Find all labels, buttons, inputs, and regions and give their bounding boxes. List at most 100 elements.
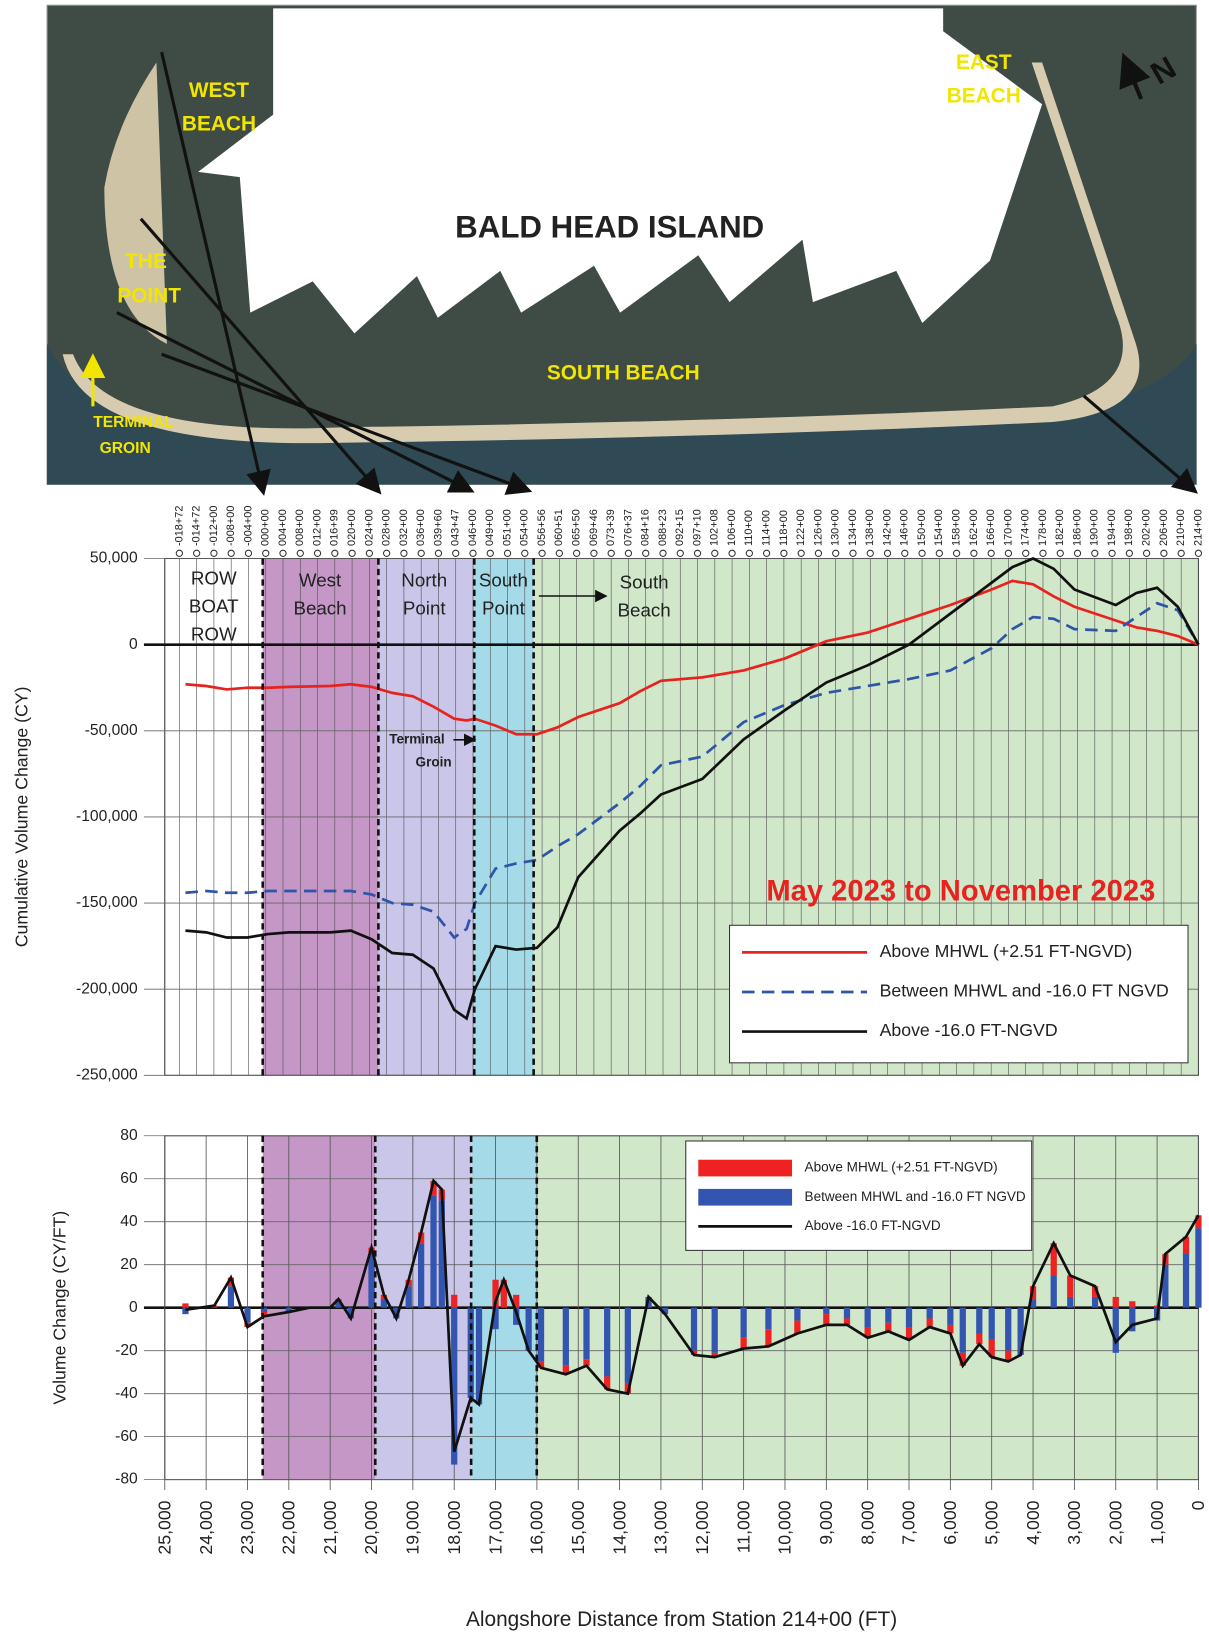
station-marker: [762, 549, 771, 557]
zone-label: BOAT: [189, 595, 239, 616]
bar: [947, 1324, 954, 1334]
x-tick-label: 21,000: [320, 1500, 340, 1554]
station-label: 130+00: [830, 509, 842, 546]
station-marker: [659, 549, 667, 557]
bar: [864, 1307, 871, 1328]
station-label: 142+00: [881, 509, 893, 546]
bar: [418, 1232, 425, 1244]
bar: [513, 1294, 520, 1308]
bar: [475, 1307, 483, 1405]
y-tick-label: -80: [115, 1471, 138, 1488]
zone-label: ROW: [191, 567, 237, 588]
x-tick-label: 25,000: [154, 1500, 174, 1554]
station-label: 182+00: [1054, 509, 1066, 546]
legend-swatch: [698, 1188, 793, 1206]
bar: [976, 1333, 983, 1345]
map: BALD HEAD ISLAND WEST BEACH THE POINT TE…: [46, 4, 1198, 496]
legend-label: Above MHWL (+2.51 FT-NGVD): [805, 1160, 998, 1175]
station-label: 214+00: [1192, 509, 1204, 546]
map-label: WEST: [189, 79, 249, 102]
bar: [740, 1307, 747, 1338]
bar: [1129, 1301, 1136, 1308]
station-marker: [417, 549, 425, 557]
bar: [562, 1307, 569, 1366]
bar: [1005, 1350, 1012, 1362]
bar: [418, 1243, 425, 1308]
station-marker: [175, 549, 184, 557]
station-marker: [745, 549, 754, 557]
station-label: 110+00: [743, 510, 755, 546]
station-marker: [814, 549, 823, 557]
station-marker: [262, 549, 270, 557]
station-marker: [1108, 549, 1116, 557]
map-label: TERMINAL: [93, 414, 174, 431]
bar: [260, 1307, 268, 1312]
bar: [823, 1314, 830, 1325]
y-tick-label: 0: [129, 636, 138, 653]
x-tick-label: 14,000: [609, 1500, 629, 1554]
station-label: -008+00: [225, 506, 237, 546]
bar: [500, 1279, 507, 1308]
bar: [1112, 1307, 1119, 1353]
bar: [1129, 1307, 1136, 1332]
station-label: 114+00: [761, 510, 773, 546]
station-marker: [607, 549, 615, 557]
bar: [905, 1327, 913, 1340]
ocean: [47, 343, 1197, 485]
bar: [988, 1307, 995, 1340]
bar: [227, 1286, 235, 1308]
bar: [182, 1303, 189, 1308]
bar: [604, 1376, 611, 1390]
bar: [1162, 1264, 1169, 1308]
y-tick-label: -50,000: [85, 722, 138, 739]
station-label: 102+08: [709, 509, 721, 546]
station-label: -004+00: [242, 506, 254, 546]
bar: [405, 1286, 412, 1308]
bar: [988, 1339, 995, 1358]
x-tick-label: 5,000: [981, 1500, 1001, 1544]
map-label: THE: [125, 250, 167, 273]
station-label: 202+00: [1141, 509, 1153, 546]
bar: [347, 1307, 354, 1319]
bar: [823, 1307, 830, 1315]
y-axis-title: Cumulative Volume Change (CY): [12, 687, 32, 948]
bar: [393, 1307, 400, 1319]
zone-label: South: [620, 571, 669, 592]
y-tick-label: -150,000: [76, 894, 138, 911]
station-marker: [227, 549, 235, 557]
map-label: EAST: [956, 51, 1012, 74]
bar: [537, 1307, 545, 1362]
x-tick-label: 3,000: [1064, 1500, 1084, 1544]
legend-label: Between MHWL and -16.0 FT NGVD: [805, 1189, 1026, 1204]
bar: [1182, 1253, 1190, 1308]
station-label: -014+72: [191, 506, 203, 546]
legend-label: Between MHWL and -16.0 FT NGVD: [880, 981, 1169, 1001]
station-marker: [452, 549, 460, 557]
bar: [1091, 1296, 1099, 1308]
bar: [1050, 1275, 1057, 1308]
station-marker: [192, 549, 201, 557]
bar: [1067, 1296, 1074, 1308]
bar: [959, 1307, 966, 1353]
bar: [451, 1294, 458, 1308]
legend-label: Above MHWL (+2.51 FT-NGVD): [880, 941, 1133, 961]
bar: [711, 1307, 718, 1353]
zone-label: North: [401, 569, 447, 590]
map-label: BEACH: [947, 84, 1021, 107]
station-marker: [849, 549, 857, 557]
zone-label: Point: [482, 598, 526, 619]
bar: [794, 1320, 801, 1334]
bar: [1017, 1307, 1024, 1355]
bar: [926, 1318, 933, 1328]
station-marker: [400, 549, 408, 557]
station-marker: [1194, 549, 1203, 557]
x-tick-label: 18,000: [444, 1500, 464, 1554]
station-marker: [918, 549, 926, 557]
y-tick-label: -100,000: [76, 808, 138, 825]
bar: [380, 1299, 388, 1308]
station-label: 162+00: [968, 509, 980, 546]
y-tick-label: -60: [115, 1428, 138, 1445]
bar: [562, 1365, 569, 1375]
station-label: 060+51: [553, 509, 565, 546]
